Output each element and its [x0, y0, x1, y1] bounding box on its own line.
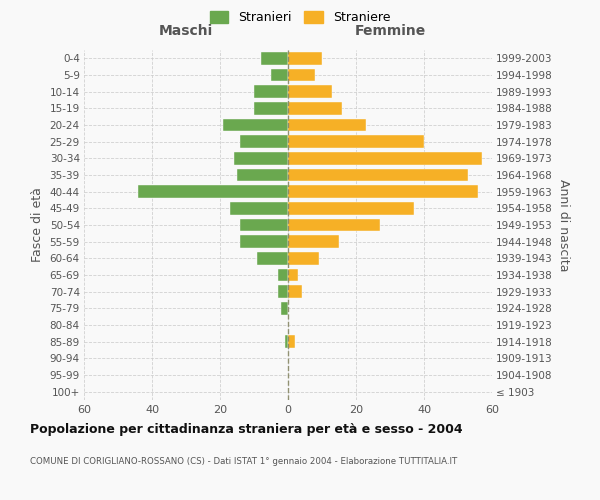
Bar	[254, 86, 288, 98]
Bar	[288, 69, 315, 82]
Bar	[288, 202, 414, 214]
Bar	[257, 252, 288, 264]
Bar	[139, 186, 288, 198]
Bar	[288, 169, 468, 181]
Text: COMUNE DI CORIGLIANO-ROSSANO (CS) - Dati ISTAT 1° gennaio 2004 - Elaborazione TU: COMUNE DI CORIGLIANO-ROSSANO (CS) - Dati…	[30, 458, 457, 466]
Bar	[288, 52, 322, 64]
Text: Maschi: Maschi	[159, 24, 213, 38]
Bar	[288, 102, 343, 115]
Bar	[288, 136, 424, 148]
Text: Femmine: Femmine	[355, 24, 425, 38]
Bar	[271, 69, 288, 82]
Y-axis label: Anni di nascita: Anni di nascita	[557, 179, 569, 271]
Bar	[288, 119, 366, 132]
Bar	[284, 336, 288, 348]
Bar	[241, 236, 288, 248]
Bar	[288, 269, 298, 281]
Bar	[288, 152, 482, 164]
Bar	[288, 186, 478, 198]
Bar	[254, 102, 288, 115]
Bar	[230, 202, 288, 214]
Bar	[261, 52, 288, 64]
Bar	[233, 152, 288, 164]
Bar	[288, 86, 332, 98]
Bar	[278, 286, 288, 298]
Text: Popolazione per cittadinanza straniera per età e sesso - 2004: Popolazione per cittadinanza straniera p…	[30, 422, 463, 436]
Bar	[237, 169, 288, 181]
Bar	[288, 219, 380, 231]
Legend: Stranieri, Straniere: Stranieri, Straniere	[205, 6, 395, 29]
Bar	[288, 286, 302, 298]
Bar	[288, 236, 339, 248]
Bar	[281, 302, 288, 314]
Bar	[288, 336, 295, 348]
Bar	[241, 136, 288, 148]
Y-axis label: Fasce di età: Fasce di età	[31, 188, 44, 262]
Bar	[278, 269, 288, 281]
Bar	[288, 252, 319, 264]
Bar	[223, 119, 288, 132]
Bar	[241, 219, 288, 231]
